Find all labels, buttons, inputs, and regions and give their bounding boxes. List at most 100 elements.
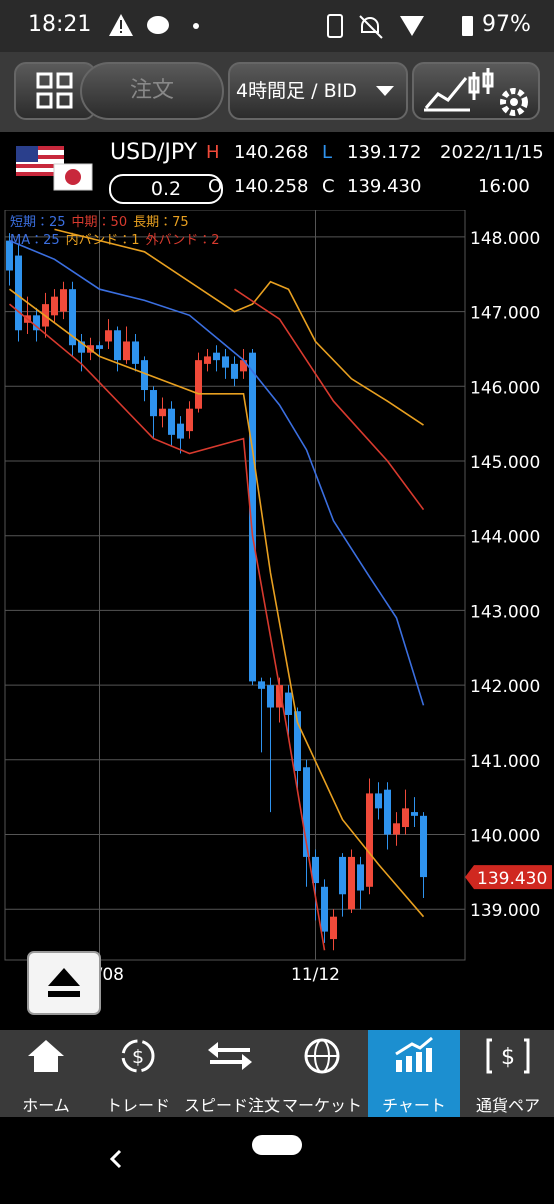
candle-body [267, 685, 274, 708]
y-tick-label: 146.000 [470, 378, 540, 398]
candle-body [132, 341, 139, 364]
open-value: 140.258 [234, 176, 309, 197]
legend-entry: MA：25 [10, 233, 60, 248]
legend-entry: 中期：50 [72, 215, 128, 230]
clock: 18:21 [28, 12, 92, 37]
candle-body [204, 356, 211, 364]
candle-body [6, 240, 13, 271]
y-tick-label: 142.000 [470, 677, 540, 697]
indicator-line [9, 288, 425, 918]
candle-body [285, 692, 292, 715]
quote-panel: USD/JPY 0.2 H 140.268 L 139.172 2022/11/… [0, 132, 554, 210]
indicator-line [54, 228, 424, 426]
candle-body [96, 345, 103, 349]
candle-body [159, 408, 166, 417]
candle-body [150, 390, 157, 417]
nav-icon [208, 1042, 252, 1070]
indicator-icons [424, 68, 528, 116]
battery-level: 97% [482, 12, 531, 37]
nav-item[interactable]: マーケット [276, 1030, 368, 1117]
candle-body [366, 793, 373, 887]
timeframe-label: 4時間足 / BID [236, 80, 357, 102]
home-pill[interactable] [252, 1135, 302, 1155]
eject-icon [48, 968, 80, 986]
indicator-button[interactable] [412, 62, 540, 120]
order-button[interactable]: 注文 [80, 62, 224, 120]
candle-body [294, 711, 301, 772]
low-label: L [322, 142, 333, 163]
legend-bands: MA：25 内バンド：1 外バンド：2 [10, 232, 220, 248]
close-label: C [322, 176, 335, 197]
nav-label: マーケット [281, 1096, 362, 1115]
legend-periods: 短期：25 中期：50 長期：75 [10, 215, 189, 230]
y-tick-label: 148.000 [470, 229, 540, 249]
candle-body [69, 289, 76, 346]
legend-entry: 短期：25 [10, 215, 66, 230]
nav-label: ホーム [22, 1096, 70, 1115]
system-nav-icons [109, 1135, 302, 1169]
candle-body [312, 856, 319, 884]
eject-bar [48, 991, 80, 997]
candle-body [402, 808, 409, 828]
y-tick-label: 140.000 [470, 827, 540, 847]
nav-item[interactable]: チャート [368, 1030, 460, 1117]
nav-item[interactable]: $ 通貨ペア [462, 1030, 554, 1117]
y-tick-label: 147.000 [470, 304, 540, 324]
candle-body [258, 681, 265, 689]
candle-body [177, 423, 184, 439]
candle-body [411, 812, 418, 816]
candle-body [330, 916, 337, 940]
candle-body [231, 363, 238, 379]
candle-body [303, 767, 310, 857]
grid-icon [36, 72, 73, 109]
nav-icon: $ [121, 1039, 155, 1073]
system-icons [327, 14, 473, 39]
candle-body [321, 886, 328, 932]
legend-entry: 内バンド：1 [66, 232, 140, 248]
timeframe-select[interactable]: 4時間足 / BID [228, 62, 408, 120]
plot [6, 228, 427, 951]
nav-item[interactable]: ホーム [0, 1030, 92, 1117]
collapse-button[interactable] [27, 951, 101, 1015]
axes: 139.000 140.000 141.000 142.000 143.000 144.0… [75, 229, 552, 985]
high-value: 140.268 [234, 142, 309, 163]
candle-body [123, 341, 130, 361]
svg-text:$: $ [132, 1046, 144, 1068]
nav-item[interactable]: スピード注文 [184, 1030, 280, 1117]
legend-entry: 長期：75 [133, 215, 189, 230]
nav-label: チャート [382, 1096, 446, 1115]
back-button[interactable] [109, 1149, 122, 1169]
candle-body [60, 289, 67, 312]
candle-body [348, 856, 355, 910]
y-tick-label: 145.000 [470, 453, 540, 473]
candle-body [240, 360, 247, 372]
nav-icon: $ [486, 1038, 530, 1074]
nav-item[interactable]: $ トレード [92, 1030, 184, 1117]
currency-pair: USD/JPY [110, 140, 198, 165]
plot-frame [4, 210, 466, 961]
candle-body [195, 360, 202, 409]
indicator-line [8, 303, 326, 951]
y-tick-label: 143.000 [470, 602, 540, 622]
candle-body [393, 823, 400, 835]
nav-icon [304, 1038, 340, 1074]
candle-body [357, 864, 364, 891]
open-label: O [208, 176, 223, 197]
close-value: 139.430 [347, 176, 422, 197]
y-tick-label: 141.000 [470, 752, 540, 772]
svg-text:$: $ [501, 1045, 515, 1070]
indicator-line [9, 239, 425, 706]
indicator-line [234, 288, 425, 511]
candle-body [51, 296, 58, 316]
quote-date: 2022/11/15 [440, 142, 544, 163]
candle-body [276, 685, 283, 708]
dropdown-arrow [376, 86, 394, 96]
y-tick-label: 139.000 [470, 901, 540, 921]
nav-icon [395, 1036, 433, 1072]
candle-body [78, 341, 85, 353]
system-nav [0, 1117, 554, 1200]
spread: 0.2 [109, 174, 223, 204]
price-tag [465, 865, 552, 890]
notification-icons [109, 14, 199, 36]
